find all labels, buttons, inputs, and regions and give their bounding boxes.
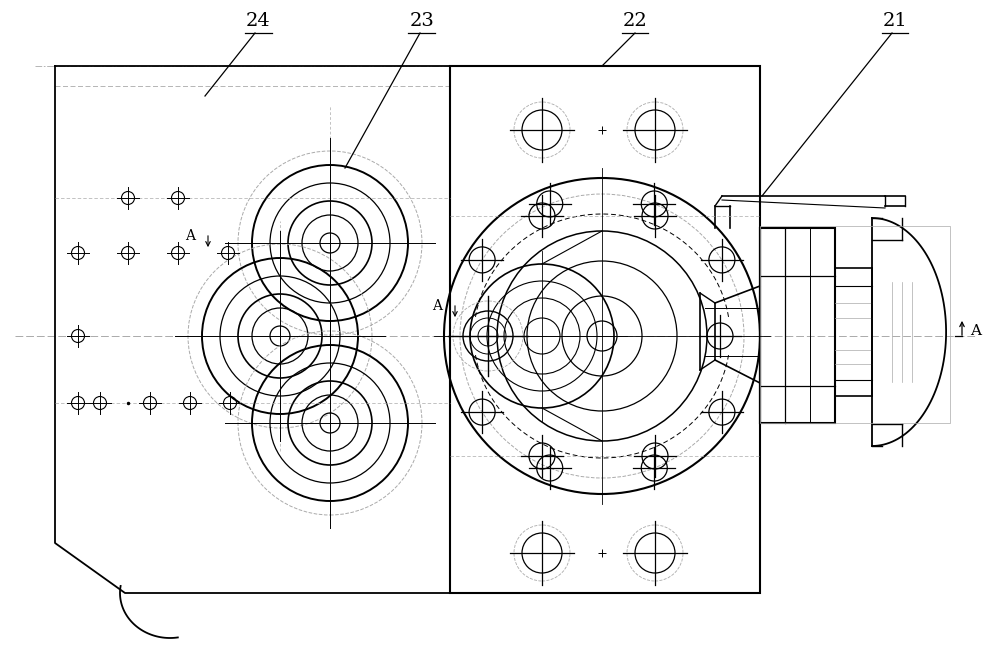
Bar	[760, 226, 950, 423]
Text: 23: 23	[410, 12, 434, 30]
Text: 22: 22	[623, 12, 647, 30]
Text: 21: 21	[883, 12, 907, 30]
Text: 24: 24	[246, 12, 270, 30]
Bar	[760, 228, 835, 423]
Text: A: A	[970, 324, 981, 338]
Text: A: A	[185, 229, 195, 243]
Text: A: A	[432, 299, 442, 313]
Bar	[450, 66, 760, 593]
